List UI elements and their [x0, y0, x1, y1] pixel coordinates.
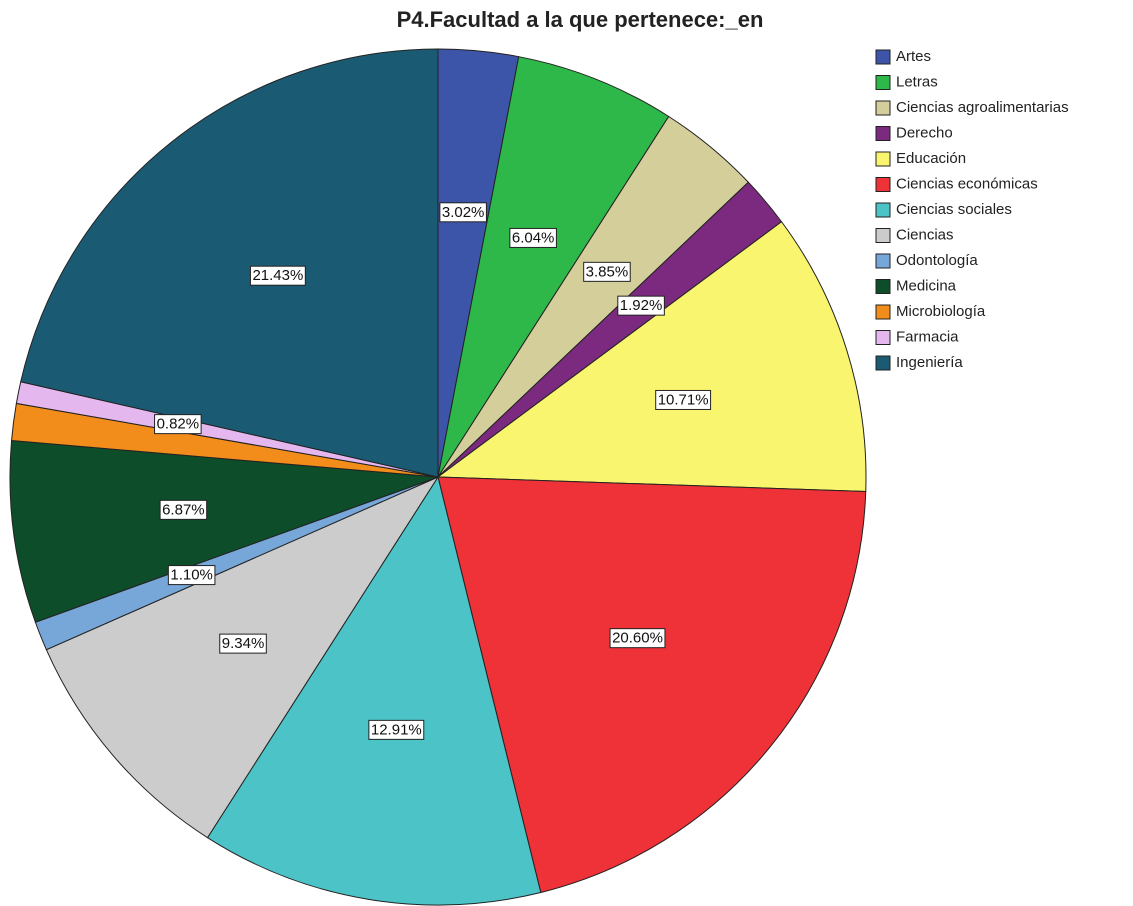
chart-title: P4.Facultad a la que pertenece:_en — [397, 7, 764, 32]
data-label-text: 1.92% — [620, 297, 663, 314]
legend-label: Derecho — [896, 124, 953, 141]
data-label-box — [617, 295, 665, 316]
legend-label: Medicina — [896, 277, 957, 294]
legend-label: Microbiología — [896, 303, 986, 320]
data-label-text: 3.02% — [442, 204, 485, 221]
data-label-box — [154, 414, 202, 435]
data-label: 3.85% — [583, 261, 631, 282]
data-label: 1.92% — [617, 295, 665, 316]
pie-slice — [20, 48, 439, 478]
data-label: 1.10% — [167, 565, 216, 586]
data-label-box — [219, 633, 267, 654]
legend-swatch — [875, 330, 891, 345]
data-label-box — [159, 499, 208, 520]
legend-label: Ciencias sociales — [896, 201, 1012, 218]
data-label: 9.34% — [219, 633, 267, 654]
data-label-box — [167, 565, 216, 586]
legend-label: Letras — [896, 73, 938, 90]
pie-slice — [9, 439, 439, 623]
data-label: 12.91% — [368, 719, 425, 740]
data-label-text: 20.60% — [612, 630, 663, 647]
data-label-text: 0.82% — [157, 416, 200, 433]
data-label-box — [368, 719, 425, 740]
data-label-text: 21.43% — [252, 267, 303, 284]
data-label: 3.02% — [439, 202, 487, 223]
legend-swatch — [875, 177, 891, 192]
data-label: 6.87% — [159, 499, 208, 520]
data-label-text: 9.34% — [222, 635, 265, 652]
legend-swatch — [875, 100, 891, 116]
legend-swatch — [875, 202, 891, 218]
data-label-box — [249, 265, 306, 286]
data-label: 10.71% — [655, 389, 712, 410]
legend-swatch — [875, 49, 891, 65]
data-label-text: 12.91% — [371, 721, 422, 738]
data-label: 20.60% — [609, 628, 666, 649]
pie-slice — [45, 475, 440, 839]
data-label-text: 6.04% — [512, 229, 555, 246]
pie-slice — [437, 476, 867, 894]
data-label-text: 10.71% — [658, 391, 709, 408]
legend-swatch — [875, 126, 891, 141]
legend-swatch — [875, 279, 891, 294]
data-label-box — [439, 202, 487, 223]
data-label-box — [609, 628, 666, 649]
data-label: 0.82% — [154, 414, 202, 435]
data-label-text: 6.87% — [162, 501, 205, 518]
data-label: 21.43% — [249, 265, 306, 286]
legend-label: Artes — [896, 48, 931, 65]
data-label: 6.04% — [509, 227, 557, 248]
legend-label: Ciencias agroalimentarias — [896, 99, 1069, 116]
pie-slice — [436, 221, 867, 493]
legend-swatch — [875, 228, 891, 243]
legend-swatch — [875, 304, 891, 320]
legend-swatch — [875, 75, 891, 90]
data-label-box — [509, 227, 557, 248]
legend-swatch — [875, 151, 891, 167]
pie-slice — [206, 475, 542, 906]
data-label-text: 3.85% — [586, 263, 629, 280]
legend-label: Ciencias — [896, 226, 954, 243]
data-label-box — [583, 261, 631, 282]
data-label-text: 1.10% — [170, 567, 213, 584]
legend-swatch — [875, 355, 891, 371]
legend-label: Ingeniería — [896, 354, 963, 371]
legend-label: Ciencias económicas — [896, 175, 1038, 192]
legend-swatch — [875, 253, 891, 269]
legend-label: Farmacia — [896, 328, 959, 345]
pie-slice — [437, 56, 670, 478]
legend-label: Odontología — [896, 252, 978, 269]
legend-label: Educación — [896, 150, 966, 167]
data-label-box — [655, 389, 712, 410]
